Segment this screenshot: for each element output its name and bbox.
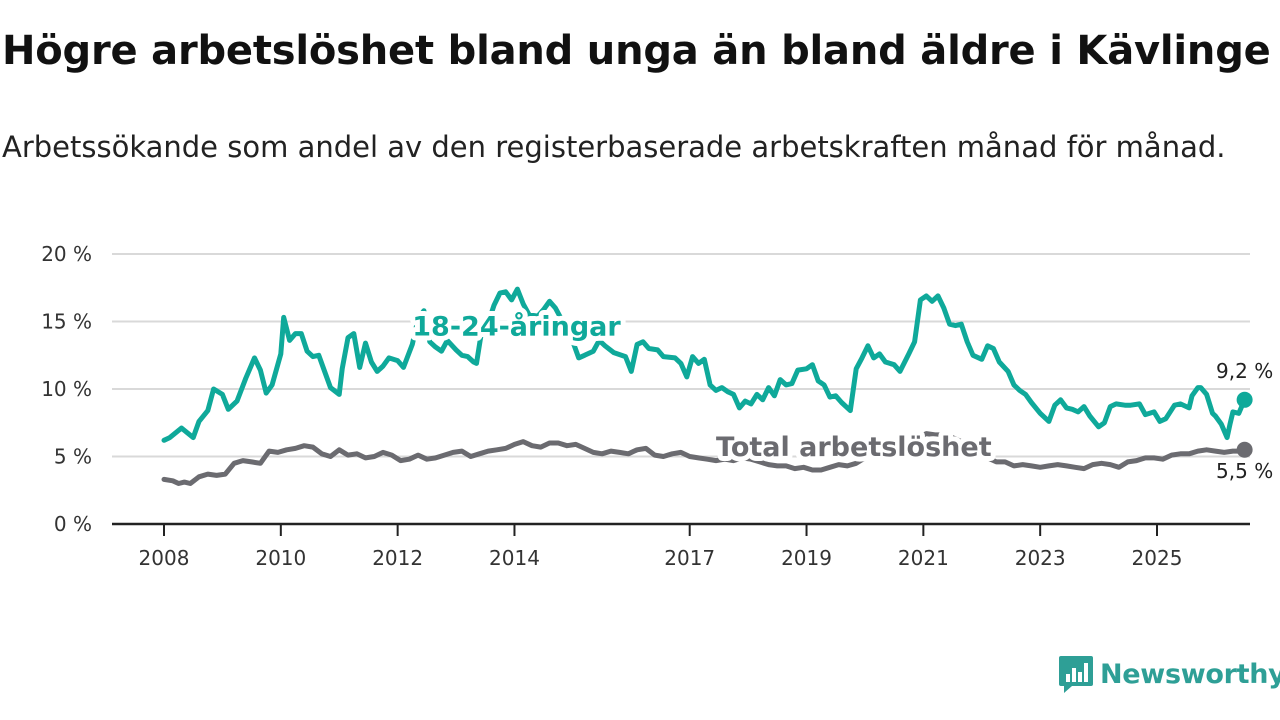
- brand-name: Newsworthy: [1100, 658, 1280, 690]
- chart-subtitle: Arbetssökande som andel av den registerb…: [2, 130, 1226, 164]
- x-tick-label: 2010: [255, 546, 306, 570]
- newsworthy-chart-icon: [1059, 656, 1093, 693]
- end-point-young: [1236, 391, 1253, 408]
- end-label-young: 9,2 %: [1216, 359, 1273, 383]
- x-tick-label: 2017: [664, 546, 715, 570]
- y-tick-label: 5 %: [54, 445, 92, 469]
- x-tick-label: 2019: [781, 546, 832, 570]
- end-label-total: 5,5 %: [1216, 459, 1273, 483]
- series-line-total: [161, 431, 1248, 486]
- series-label-halo: 18-24-åringar: [412, 311, 621, 343]
- brand-logo: Newsworthy: [1058, 654, 1280, 694]
- y-tick-label: 15 %: [41, 310, 92, 334]
- grid-lines: [112, 253, 1250, 458]
- series-label-halo: Total arbetslöshet: [716, 432, 992, 463]
- chart-title: Högre arbetslöshet bland unga än bland ä…: [2, 28, 1271, 74]
- x-tick-label: 2014: [489, 546, 540, 570]
- series-label-total: Total arbetslöshet: [716, 432, 992, 463]
- x-tick-label: 2012: [372, 546, 423, 570]
- series-lines: [161, 286, 1248, 486]
- series-line-young: [161, 286, 1248, 443]
- x-tick-label: 2008: [139, 546, 190, 570]
- x-tick-label: 2023: [1015, 546, 1066, 570]
- y-tick-label: 0 %: [54, 512, 92, 536]
- series-label-young: 18-24-åringar: [412, 311, 621, 343]
- x-tick-label: 2021: [898, 546, 949, 570]
- y-tick-label: 20 %: [41, 242, 92, 266]
- x-tick-label: 2025: [1132, 546, 1183, 570]
- y-axis-ticks: 0 % 5 % 10 % 15 % 20 %: [41, 242, 92, 536]
- x-axis-ticks: 2008 2010 2012 2014 2017 2019 2021 2023 2025: [112, 522, 1250, 570]
- y-tick-label: 10 %: [41, 377, 92, 401]
- end-point-total: [1236, 441, 1253, 458]
